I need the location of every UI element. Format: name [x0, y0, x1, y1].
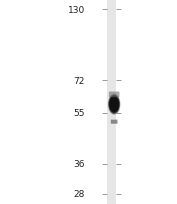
Ellipse shape [109, 95, 120, 114]
Text: 72: 72 [74, 76, 85, 85]
Ellipse shape [109, 96, 119, 114]
Ellipse shape [109, 96, 119, 113]
Ellipse shape [108, 95, 120, 114]
Text: 28: 28 [74, 189, 85, 198]
Ellipse shape [113, 102, 116, 107]
Text: 55: 55 [73, 109, 85, 118]
Ellipse shape [113, 103, 115, 107]
Ellipse shape [108, 94, 120, 115]
Ellipse shape [112, 100, 117, 109]
Ellipse shape [111, 100, 117, 110]
Ellipse shape [110, 99, 118, 111]
Ellipse shape [108, 95, 120, 115]
Text: 130: 130 [68, 6, 85, 15]
Ellipse shape [111, 99, 117, 110]
Ellipse shape [113, 103, 115, 106]
Ellipse shape [113, 102, 116, 108]
Ellipse shape [114, 104, 115, 105]
FancyBboxPatch shape [109, 92, 119, 98]
Ellipse shape [110, 97, 119, 112]
FancyBboxPatch shape [111, 120, 118, 124]
Ellipse shape [111, 99, 118, 110]
Ellipse shape [113, 104, 115, 106]
Ellipse shape [112, 101, 116, 108]
Ellipse shape [109, 96, 119, 113]
Ellipse shape [112, 101, 116, 108]
Ellipse shape [110, 97, 119, 112]
Ellipse shape [110, 98, 118, 111]
Ellipse shape [112, 101, 116, 109]
Ellipse shape [108, 94, 121, 115]
Ellipse shape [110, 98, 118, 112]
Ellipse shape [112, 101, 116, 108]
Ellipse shape [112, 102, 116, 108]
Ellipse shape [112, 100, 117, 109]
Text: 36: 36 [73, 159, 85, 168]
Ellipse shape [109, 97, 119, 113]
Ellipse shape [111, 99, 118, 111]
Ellipse shape [111, 100, 117, 109]
Ellipse shape [113, 102, 116, 107]
Ellipse shape [110, 98, 118, 111]
Ellipse shape [113, 103, 115, 106]
Ellipse shape [109, 96, 119, 113]
Ellipse shape [114, 104, 115, 105]
Bar [107, 0, 116, 204]
Ellipse shape [109, 95, 120, 114]
